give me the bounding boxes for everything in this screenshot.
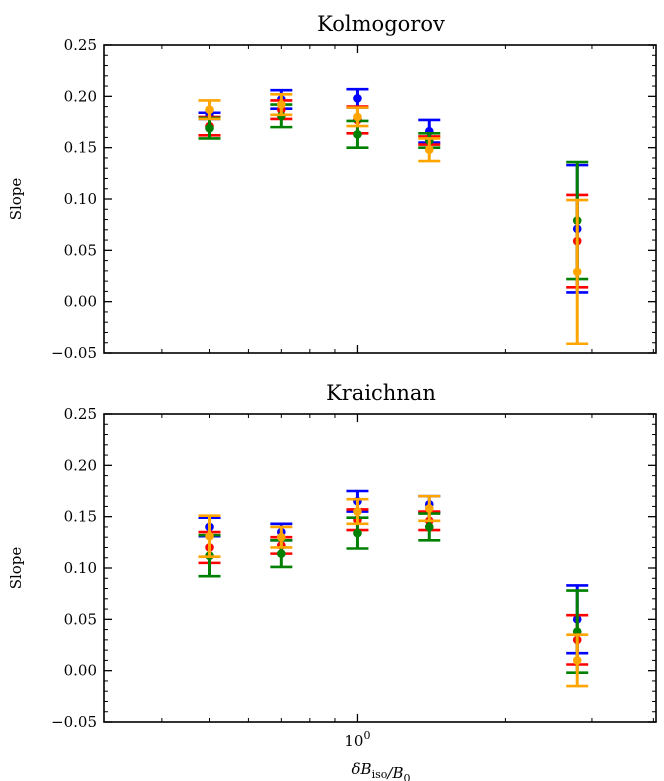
- panel-kolmogorov: Kolmogorov 0.25 0.20 0.15 0.10 0.05 0.00 −0.05…: [7, 12, 657, 362]
- y-tick-label: 0.00: [64, 662, 97, 680]
- data-point-errorbar: [566, 633, 589, 688]
- data-point: [205, 531, 214, 541]
- plot-frame: [103, 413, 657, 723]
- data-point-errorbar: [418, 137, 441, 163]
- y-tick-label: 0.10: [64, 190, 97, 208]
- data-point: [353, 507, 362, 516]
- data-point: [424, 145, 434, 155]
- y-tick-label: 0.25: [64, 405, 97, 423]
- data-point: [277, 532, 286, 542]
- panel-title: Kraichnan: [326, 381, 436, 405]
- data-point-errorbar: [346, 106, 369, 128]
- data-point: [353, 112, 362, 122]
- y-tick-label: 0.20: [64, 87, 97, 105]
- x-axis-label: δBiso/B0: [352, 760, 411, 781]
- y-tick-label: 0.10: [64, 559, 97, 577]
- y-tick-label: 0.05: [64, 241, 97, 259]
- data-point-errorbar: [418, 494, 441, 523]
- data-point: [205, 105, 214, 114]
- panel-title: Kolmogorov: [317, 12, 445, 36]
- panel-kraichnan: Kraichnan 0.250.200.150.100.050.00−0.05 …: [7, 381, 657, 781]
- data-point-errorbar: [270, 92, 293, 117]
- data-point-errorbar: [198, 514, 221, 559]
- data-point: [277, 100, 286, 109]
- data-point: [277, 549, 286, 558]
- data-point-errorbar: [270, 525, 293, 549]
- y-tick-label: 0.05: [64, 610, 97, 628]
- y-tick-label: 0.20: [64, 456, 97, 474]
- y-tick-label: 0.25: [64, 36, 97, 54]
- data-point: [205, 123, 214, 133]
- data-point: [424, 522, 434, 532]
- data-point-errorbar: [346, 497, 369, 526]
- data-point: [353, 130, 362, 139]
- y-tick-label: −0.05: [51, 344, 97, 362]
- plot-frame: [103, 44, 657, 354]
- y-tick-label: 0.15: [64, 139, 97, 157]
- data-point-errorbar: [270, 538, 293, 569]
- y-tick-label: −0.05: [51, 713, 97, 731]
- data-point-errorbar: [346, 87, 369, 109]
- y-tick-label: 0.15: [64, 508, 97, 526]
- data-point: [353, 94, 362, 103]
- data-point: [353, 528, 362, 538]
- data-point: [572, 267, 582, 277]
- y-axis-label: Slope: [7, 178, 25, 221]
- data-point: [572, 656, 582, 665]
- data-point-errorbar: [566, 198, 589, 346]
- x-tick-label: 100: [344, 729, 370, 750]
- y-tick-label: 0.00: [64, 293, 97, 311]
- data-point: [424, 504, 434, 513]
- y-axis-label: Slope: [7, 547, 25, 590]
- data-point-errorbar: [198, 99, 221, 121]
